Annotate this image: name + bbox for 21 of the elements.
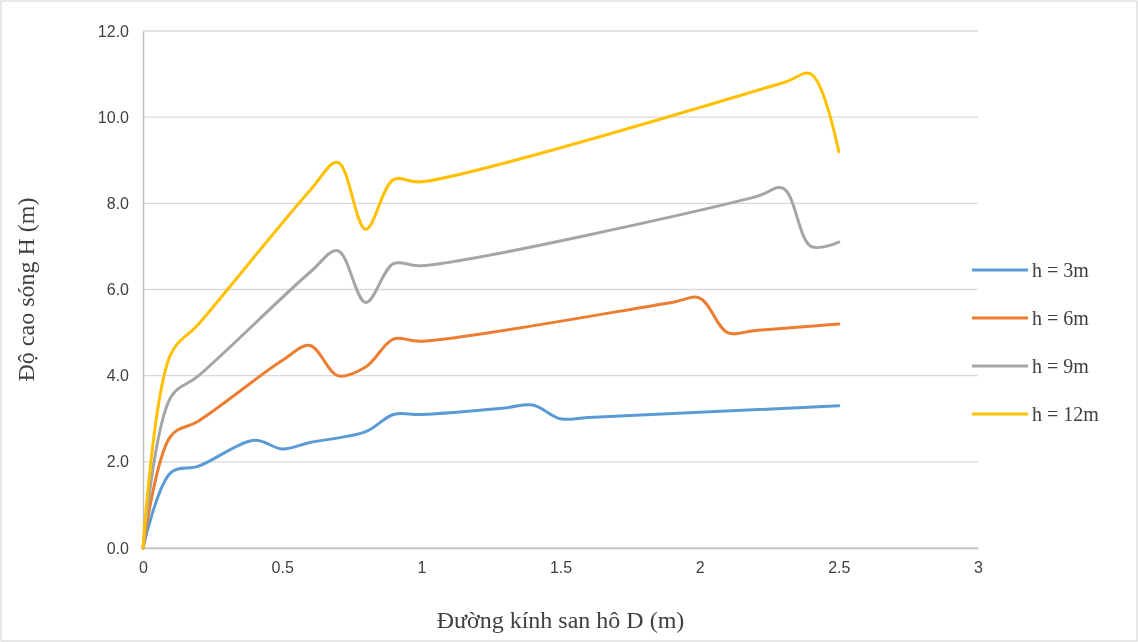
x-tick-label: 3: [974, 559, 984, 577]
x-tick-label: 0.5: [271, 559, 294, 577]
y-axis-title: Độ cao sóng H (m): [13, 197, 39, 382]
y-tick-label: 0.0: [106, 539, 130, 557]
legend-label: h = 9m: [1032, 355, 1090, 377]
y-tick-label: 8.0: [106, 194, 130, 212]
x-tick-label: 1.5: [549, 559, 573, 577]
legend-label: h = 6m: [1032, 307, 1090, 329]
legend-label: h = 3m: [1032, 259, 1090, 281]
line-series: [141, 72, 841, 550]
y-tick-label: 12.0: [97, 22, 130, 40]
x-tick-label: 2.5: [828, 559, 851, 577]
y-tick-label: 2.0: [106, 453, 130, 471]
y-tick-label: 10.0: [97, 108, 130, 126]
x-tick-label: 1: [417, 559, 427, 577]
x-tick-label: 0: [139, 559, 149, 577]
y-tick-label: 6.0: [106, 281, 130, 299]
legend-label: h = 12m: [1032, 403, 1100, 425]
y-tick-label: 4.0: [106, 367, 130, 385]
x-axis-title: Đường kính san hô D (m): [436, 607, 685, 633]
x-tick-label: 2: [695, 559, 705, 577]
